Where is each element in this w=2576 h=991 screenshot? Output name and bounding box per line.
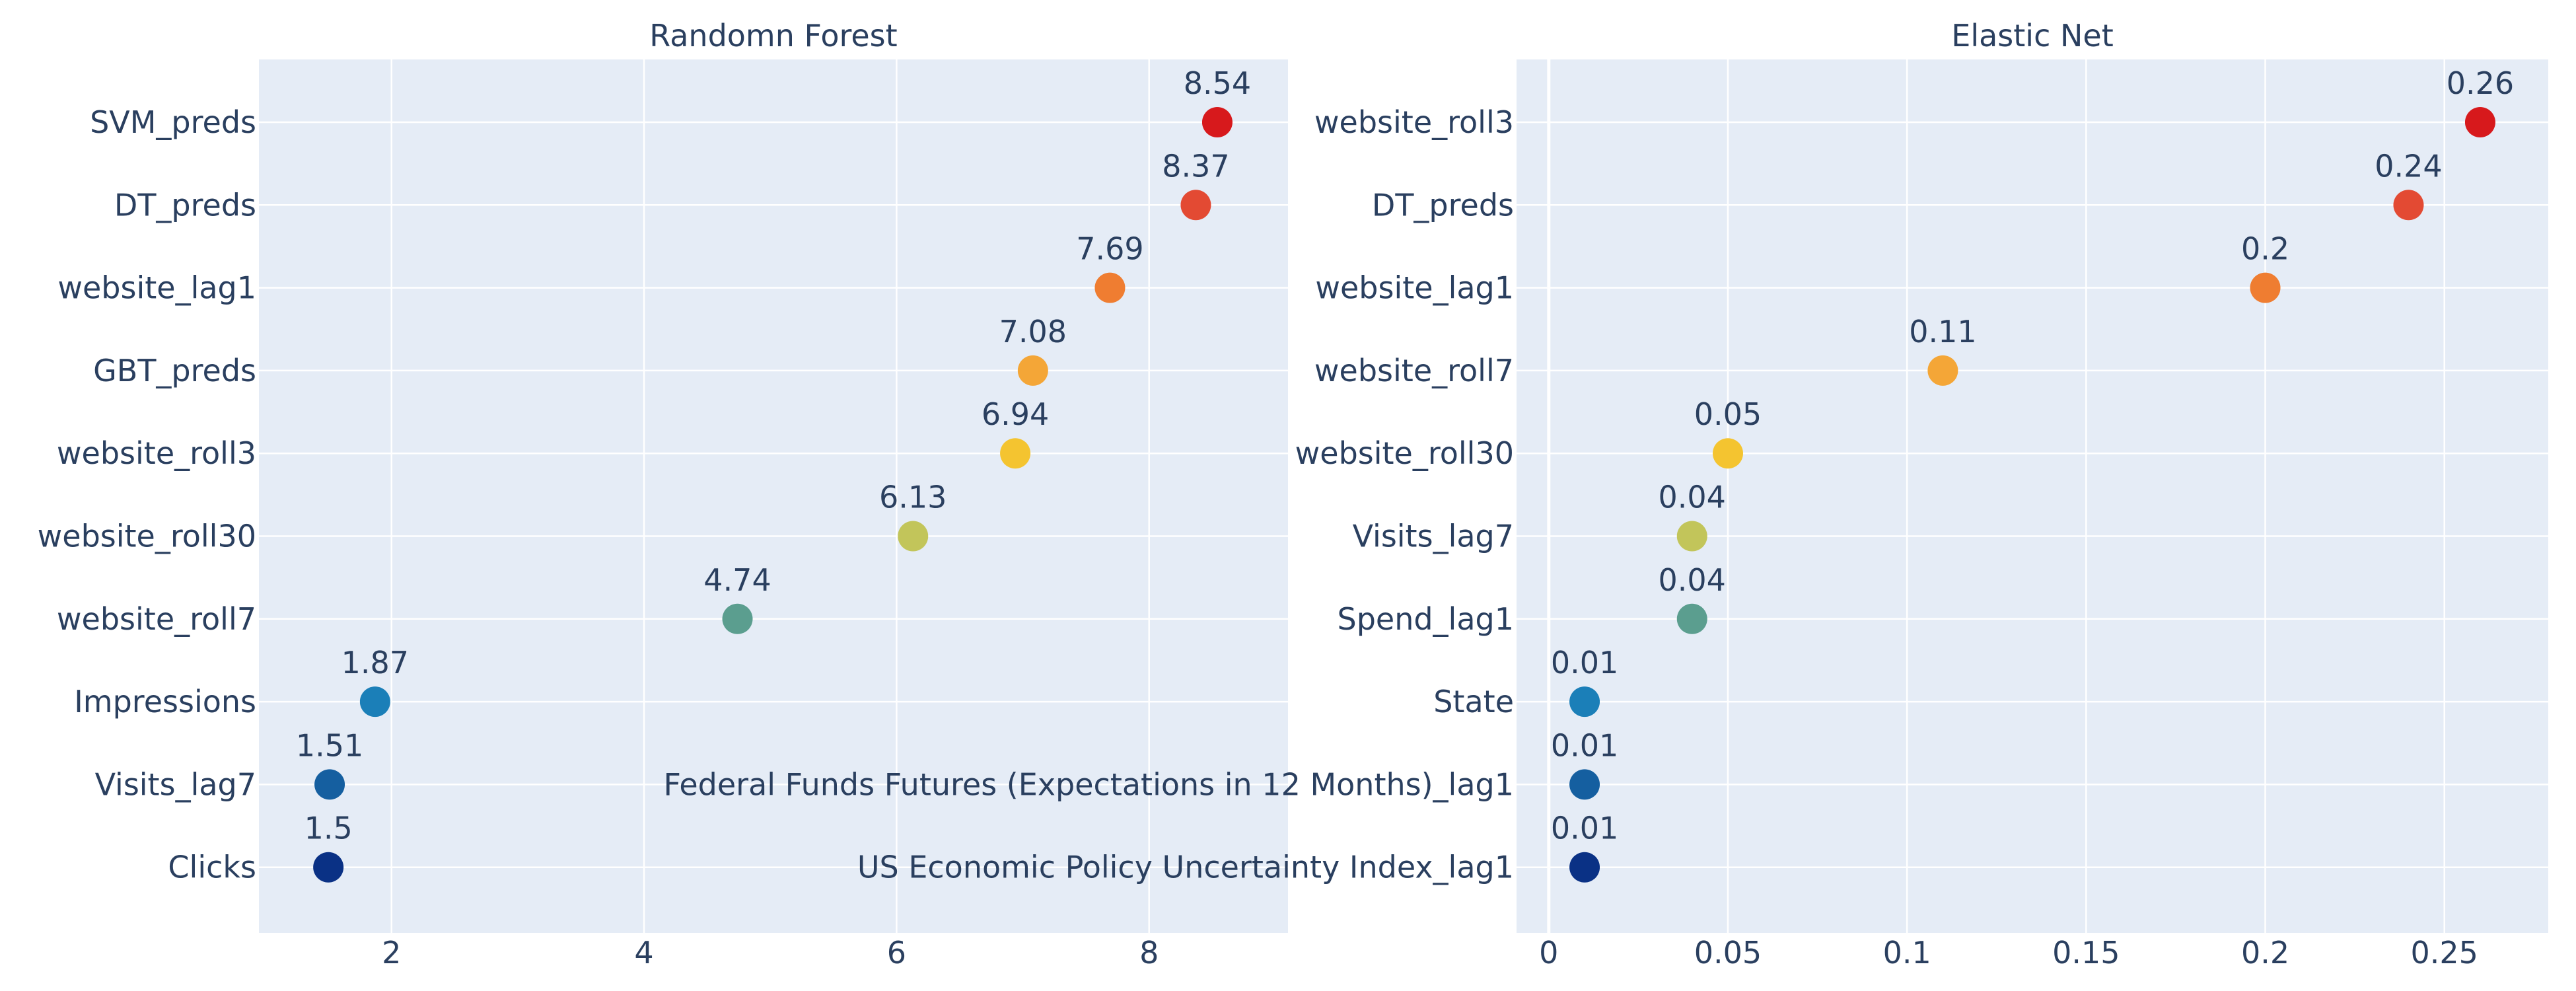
data-point: [1569, 852, 1600, 883]
data-label: 0.11: [1909, 314, 1976, 349]
chart-title: Randomn Forest: [649, 18, 897, 54]
y-tick-label: Visits_lag7: [1353, 519, 1514, 554]
data-point: [314, 769, 345, 800]
data-label: 7.08: [999, 314, 1067, 349]
data-point: [1569, 686, 1600, 717]
data-label: 4.74: [703, 562, 771, 598]
data-label: 7.69: [1076, 231, 1143, 267]
data-point: [1000, 438, 1031, 469]
y-tick-label: GBT_preds: [93, 353, 256, 388]
panel-1: Randomn Forest 2 4 6 8 SVM_preds DT_predswebsi…: [38, 18, 1288, 971]
y-tick-label: Clicks: [168, 850, 256, 885]
data-point: [1676, 521, 1707, 552]
data-point: [1676, 603, 1707, 634]
y-tick-label: website_roll7: [57, 601, 256, 637]
x-tick-label: 0.25: [2411, 935, 2478, 971]
y-tick-label: Spend_lag1: [1338, 601, 1515, 637]
data-label: 6.94: [982, 396, 1049, 432]
data-label: 8.37: [1162, 148, 1229, 184]
y-tick-label: State: [1433, 684, 1514, 719]
data-point: [1094, 272, 1126, 303]
data-point: [1712, 438, 1743, 469]
y-tick-label: website_lag1: [1315, 270, 1514, 306]
data-point: [1569, 769, 1600, 800]
x-tick-label: 0.05: [1694, 935, 1762, 971]
y-tick-label: DT_preds: [1372, 187, 1514, 223]
data-point: [722, 603, 753, 634]
data-point: [898, 521, 929, 552]
x-tick-label: 0.15: [2052, 935, 2120, 971]
data-point: [1017, 355, 1048, 386]
data-label: 0.05: [1694, 396, 1762, 432]
x-tick-label: 0.2: [2241, 935, 2289, 971]
data-label: 8.54: [1184, 65, 1251, 101]
data-point: [2250, 272, 2281, 303]
data-label: 0.04: [1659, 480, 1726, 515]
x-tick-label: 4: [634, 935, 653, 971]
chart-title: Elastic Net: [1951, 18, 2113, 54]
y-tick-label: website_lag1: [57, 270, 256, 306]
x-tick-label: 2: [382, 935, 401, 971]
y-tick-label: website_roll3: [1314, 104, 1514, 140]
y-tick-label: website_roll3: [57, 435, 256, 471]
data-label: 0.01: [1551, 727, 1618, 763]
data-label: 0.24: [2375, 148, 2442, 184]
x-tick-label: 8: [1139, 935, 1159, 971]
data-label: 0.2: [2241, 231, 2289, 267]
y-tick-label: SVM_preds: [90, 104, 256, 140]
data-point: [2393, 190, 2424, 221]
data-label: 0.01: [1551, 645, 1618, 680]
data-label: 0.04: [1659, 562, 1726, 598]
data-label: 1.87: [341, 645, 409, 680]
y-tick-label: website_roll30: [1295, 435, 1514, 471]
panel-2: Elastic Net 0 0.05 0.1 0.15 0.2 0.25 website_ro…: [663, 18, 2548, 971]
y-tick-label: Federal Funds Futures (Expectations in 1…: [663, 766, 1514, 802]
y-tick-label: website_roll7: [1314, 353, 1514, 388]
data-label: 1.51: [296, 727, 363, 763]
x-tick-label: 0: [1539, 935, 1558, 971]
data-label: 6.13: [879, 480, 947, 515]
x-tick-label: 0.1: [1883, 935, 1931, 971]
y-tick-label: US Economic Policy Uncertainty Index_lag…: [857, 850, 1514, 885]
data-label: 1.5: [304, 811, 353, 846]
y-tick-label: website_roll30: [38, 519, 256, 554]
data-point: [313, 852, 344, 883]
y-tick-label: DT_preds: [114, 187, 256, 223]
data-label: 0.26: [2447, 65, 2514, 101]
data-point: [2464, 107, 2495, 137]
data-point: [1927, 355, 1958, 386]
data-point: [1201, 107, 1233, 137]
x-tick-label: 6: [887, 935, 906, 971]
y-tick-label: Visits_lag7: [95, 766, 256, 802]
data-label: 0.01: [1551, 811, 1618, 846]
data-point: [1180, 190, 1211, 221]
data-point: [359, 686, 390, 717]
y-tick-label: Impressions: [74, 684, 256, 719]
